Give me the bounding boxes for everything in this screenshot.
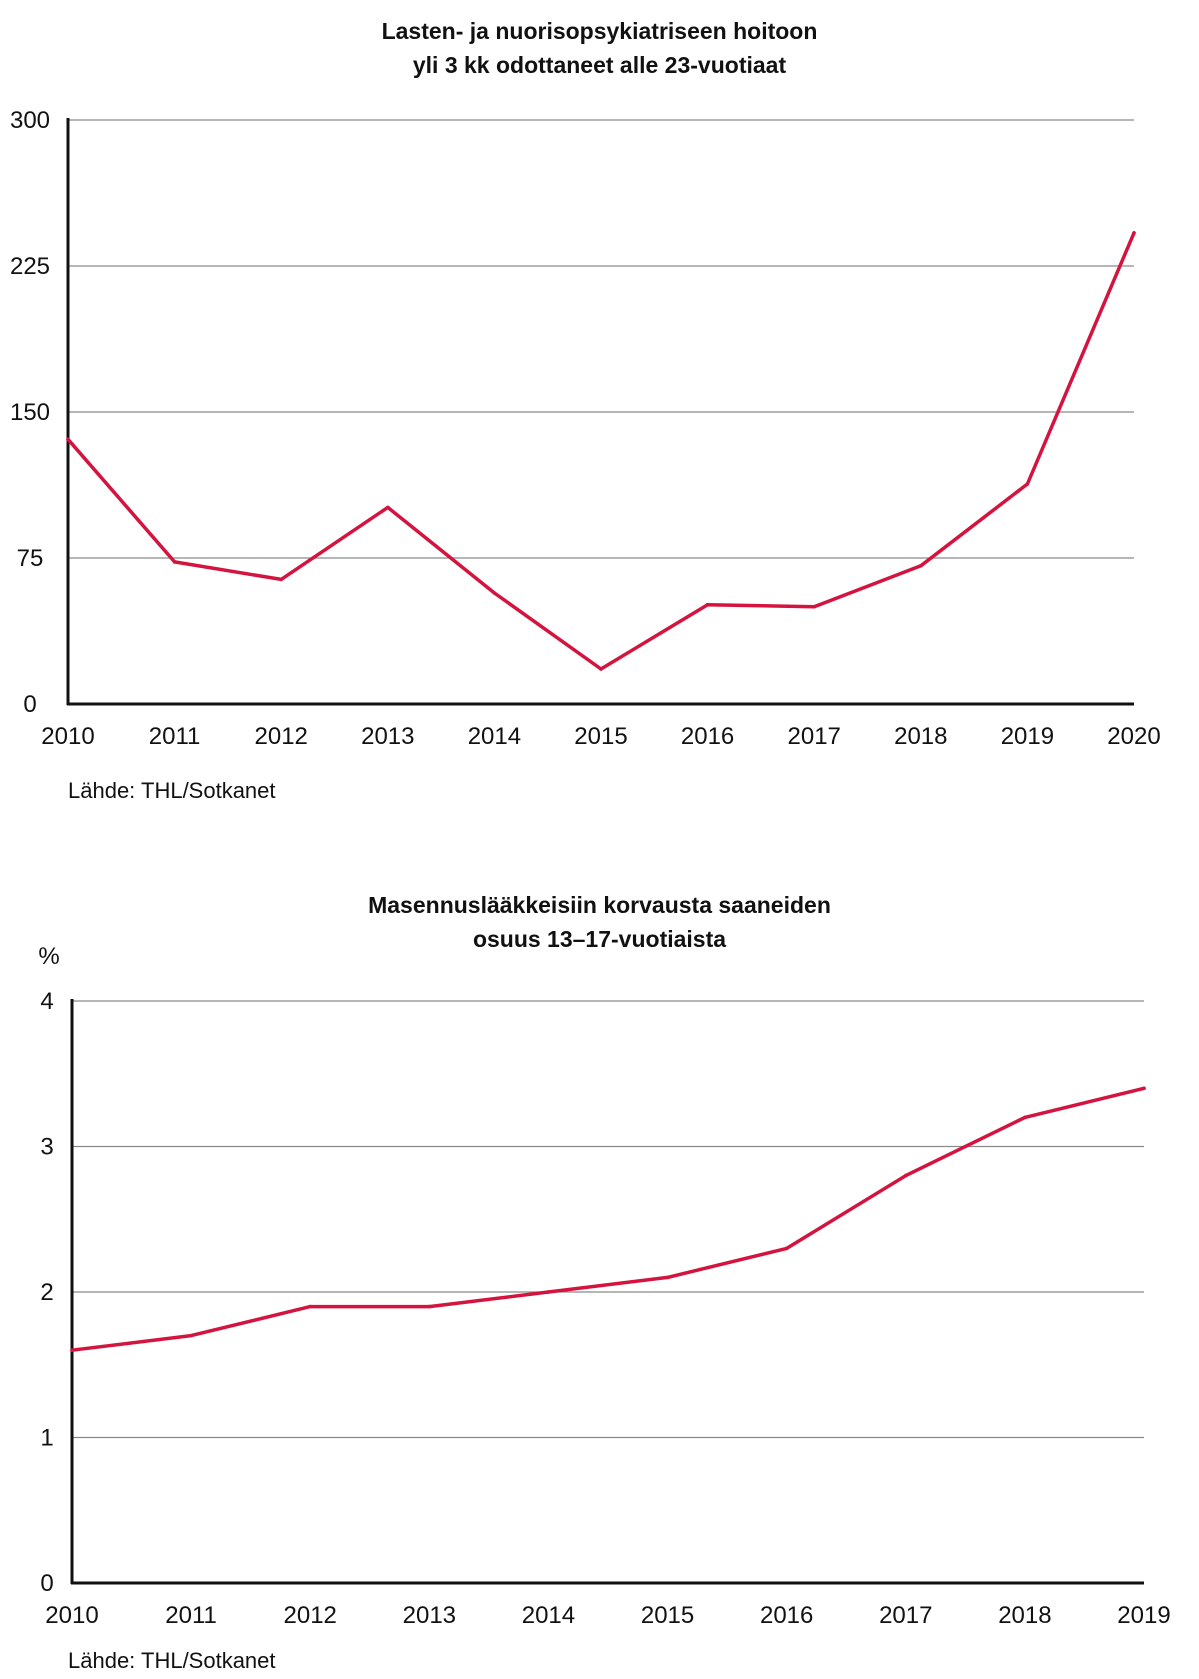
data-point xyxy=(1023,1115,1027,1120)
x-tick-label: 2013 xyxy=(403,1602,456,1629)
data-point xyxy=(308,1304,313,1309)
chart-antidepressant-share: Masennuslääkkeisiin korvausta saaneiden … xyxy=(0,860,1199,1679)
x-tick-label: 2010 xyxy=(41,723,94,750)
chart-source: Lähde: THL/Sotkanet xyxy=(68,778,276,803)
y-tick-label: 3 xyxy=(40,1134,53,1161)
data-point xyxy=(784,1246,789,1251)
y-tick-label: 150 xyxy=(10,399,50,426)
x-tick-label: 2015 xyxy=(641,1602,694,1629)
chart-title-line-2: yli 3 kk odottaneet alle 23-vuotiaat xyxy=(412,52,787,78)
data-point xyxy=(1132,231,1136,235)
x-tick-label: 2014 xyxy=(468,723,521,750)
x-tick-label: 2012 xyxy=(284,1602,337,1629)
data-point xyxy=(279,577,284,582)
data-point xyxy=(1025,482,1030,486)
x-tick-label: 2019 xyxy=(1117,1602,1170,1629)
data-point xyxy=(386,505,390,510)
x-tick-label: 2016 xyxy=(760,1602,813,1629)
data-point xyxy=(812,604,816,609)
chart-title: Masennuslääkkeisiin korvausta saaneiden … xyxy=(0,888,1199,956)
series-line xyxy=(66,231,1136,671)
x-tick-label: 2017 xyxy=(788,723,841,750)
data-point xyxy=(546,1290,551,1294)
data-point xyxy=(66,437,70,442)
data-point xyxy=(492,591,497,595)
chart-title: Lasten- ja nuorisopsykiatriseen hoitoon … xyxy=(0,14,1199,82)
chart-plot-area: 0 75 150 225 300 2010 2011 2012 2013 2014 2015 2016… xyxy=(10,107,1161,750)
y-tick-label: 0 xyxy=(23,691,36,718)
y-axis-unit-label: % xyxy=(38,943,59,970)
data-point xyxy=(919,563,923,568)
x-tick-label: 2015 xyxy=(574,723,627,750)
data-point xyxy=(427,1304,432,1309)
x-tick-label: 2017 xyxy=(879,1602,932,1629)
chart-title-line-2: osuus 13–17-vuotiaista xyxy=(472,926,727,952)
y-tick-label: 2 xyxy=(40,1279,53,1306)
x-tick-label: 2011 xyxy=(149,723,201,750)
x-tick-label: 2010 xyxy=(45,1602,98,1629)
x-tick-label: 2020 xyxy=(1107,723,1160,750)
x-tick-label: 2013 xyxy=(361,723,414,750)
chart-plot-area: 0 1 2 3 4% 2010 2011 2012 2013 2014 2015 2016 2017 20… xyxy=(38,943,1170,1629)
data-point xyxy=(189,1333,193,1338)
data-point xyxy=(70,1348,74,1352)
chart-title-line-1: Lasten- ja nuorisopsykiatriseen hoitoon xyxy=(381,18,818,44)
y-tick-label: 0 xyxy=(40,1570,53,1597)
chart-source: Lähde: THL/Sotkanet xyxy=(68,1648,276,1673)
data-point xyxy=(903,1173,908,1178)
x-tick-label: 2011 xyxy=(165,1602,217,1629)
y-tick-label: 1 xyxy=(40,1425,53,1452)
data-point xyxy=(599,667,603,671)
data-point xyxy=(705,602,710,607)
series-line xyxy=(70,1086,1146,1352)
data-point xyxy=(665,1275,670,1280)
y-tick-label: 300 xyxy=(10,107,50,134)
y-tick-label: 4 xyxy=(40,988,53,1015)
x-tick-label: 2018 xyxy=(894,723,947,750)
data-point xyxy=(1142,1086,1146,1091)
x-tick-label: 2014 xyxy=(522,1602,575,1629)
x-tick-label: 2016 xyxy=(681,723,734,750)
x-tick-label: 2019 xyxy=(1001,723,1054,750)
x-tick-label: 2012 xyxy=(255,723,308,750)
y-tick-label: 225 xyxy=(10,253,50,280)
chart-waiting-times: Lasten- ja nuorisopsykiatriseen hoitoon … xyxy=(0,0,1199,820)
chart-title-line-1: Masennuslääkkeisiin korvausta saaneiden xyxy=(368,892,831,918)
data-point xyxy=(172,560,177,564)
y-tick-label: 75 xyxy=(17,545,44,572)
x-tick-label: 2018 xyxy=(998,1602,1051,1629)
